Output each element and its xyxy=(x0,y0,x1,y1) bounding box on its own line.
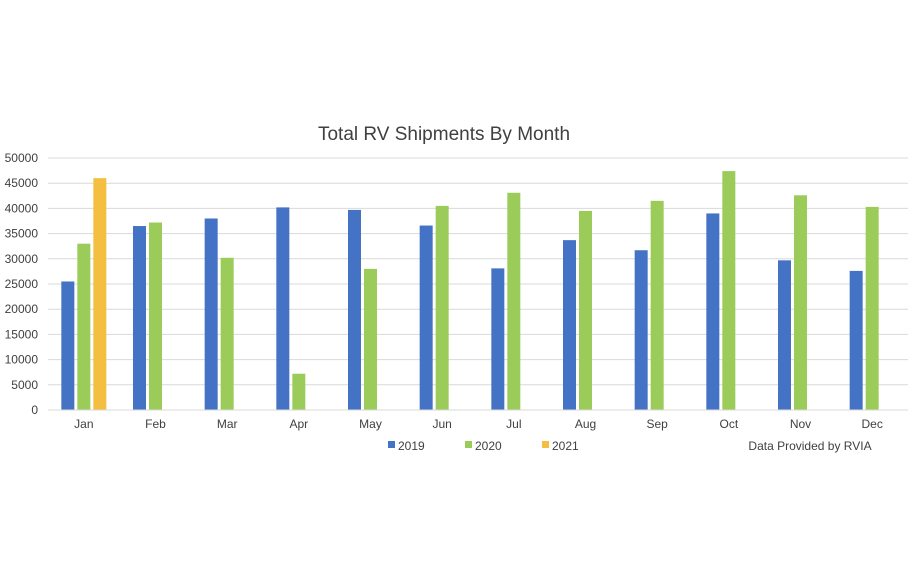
y-tick-label: 10000 xyxy=(5,353,39,367)
bar-2019-jul xyxy=(491,268,505,410)
x-tick-label: Jan xyxy=(74,417,93,431)
bar-2019-aug xyxy=(563,240,576,410)
chart-title: Total RV Shipments By Month xyxy=(318,124,570,145)
bar-2020-apr xyxy=(292,373,306,410)
legend-swatch-2020 xyxy=(465,441,472,448)
bar-2019-feb xyxy=(133,226,146,410)
bar-2019-oct xyxy=(706,213,720,410)
x-tick-label: May xyxy=(359,417,382,431)
x-tick-label: Aug xyxy=(575,417,596,431)
y-axis-ticks: 0 5000 10000 15000 20000 25000 30000 35000 40000… xyxy=(5,151,39,417)
bar-2019-dec xyxy=(849,270,863,410)
y-tick-label: 15000 xyxy=(5,327,39,341)
x-tick-label: Feb xyxy=(145,417,166,431)
bar-2020-jun xyxy=(435,205,449,410)
bar-2020-may xyxy=(364,268,377,410)
legend-swatch-2019 xyxy=(388,441,395,448)
x-tick-label: Jul xyxy=(506,417,521,431)
x-tick-label: Mar xyxy=(217,417,238,431)
bar-2020-dec xyxy=(865,206,879,410)
bar-2020-feb xyxy=(149,222,162,410)
gridlines xyxy=(48,157,908,386)
bar-2019-jan xyxy=(61,281,75,410)
bar-2020-nov xyxy=(794,195,807,410)
x-tick-label: Nov xyxy=(790,417,811,431)
x-tick-label: Oct xyxy=(719,417,738,431)
bar-2020-mar xyxy=(220,257,234,410)
bar-2019-jun xyxy=(419,225,433,410)
y-tick-label: 35000 xyxy=(5,227,39,241)
x-tick-label: Sep xyxy=(646,417,668,431)
y-tick-label: 0 xyxy=(31,403,38,417)
bar-2019-mar xyxy=(204,218,218,410)
legend: 2019 2020 2021 xyxy=(388,439,579,453)
bar-2019-sep xyxy=(634,250,648,410)
y-tick-label: 20000 xyxy=(5,302,39,316)
bar-2019-apr xyxy=(276,207,290,410)
bar-2019-may xyxy=(348,209,361,410)
x-axis-ticks: Jan Feb Mar Apr May Jun Jul Aug Sep Oct Nov Dec xyxy=(74,417,883,431)
y-tick-label: 45000 xyxy=(5,176,39,190)
bar-2021-jan xyxy=(93,178,107,410)
bar-2020-sep xyxy=(650,200,664,410)
legend-swatch-2021 xyxy=(542,441,549,448)
y-tick-label: 5000 xyxy=(11,378,38,392)
bar-2020-jan xyxy=(77,243,91,410)
y-tick-label: 40000 xyxy=(5,201,39,215)
legend-label-2020: 2020 xyxy=(475,439,502,453)
x-tick-label: Apr xyxy=(289,417,308,431)
bars xyxy=(61,171,879,410)
y-tick-label: 50000 xyxy=(5,151,39,165)
legend-label-2021: 2021 xyxy=(552,439,579,453)
bar-2020-jul xyxy=(507,192,521,410)
y-tick-label: 25000 xyxy=(5,277,39,291)
legend-label-2019: 2019 xyxy=(398,439,425,453)
bar-2020-aug xyxy=(579,210,592,410)
x-tick-label: Jun xyxy=(432,417,451,431)
bar-2020-oct xyxy=(722,171,736,410)
bar-2019-nov xyxy=(778,260,791,410)
y-tick-label: 30000 xyxy=(5,252,39,266)
source-annotation: Data Provided by RVIA xyxy=(748,439,871,453)
x-tick-label: Dec xyxy=(861,417,882,431)
